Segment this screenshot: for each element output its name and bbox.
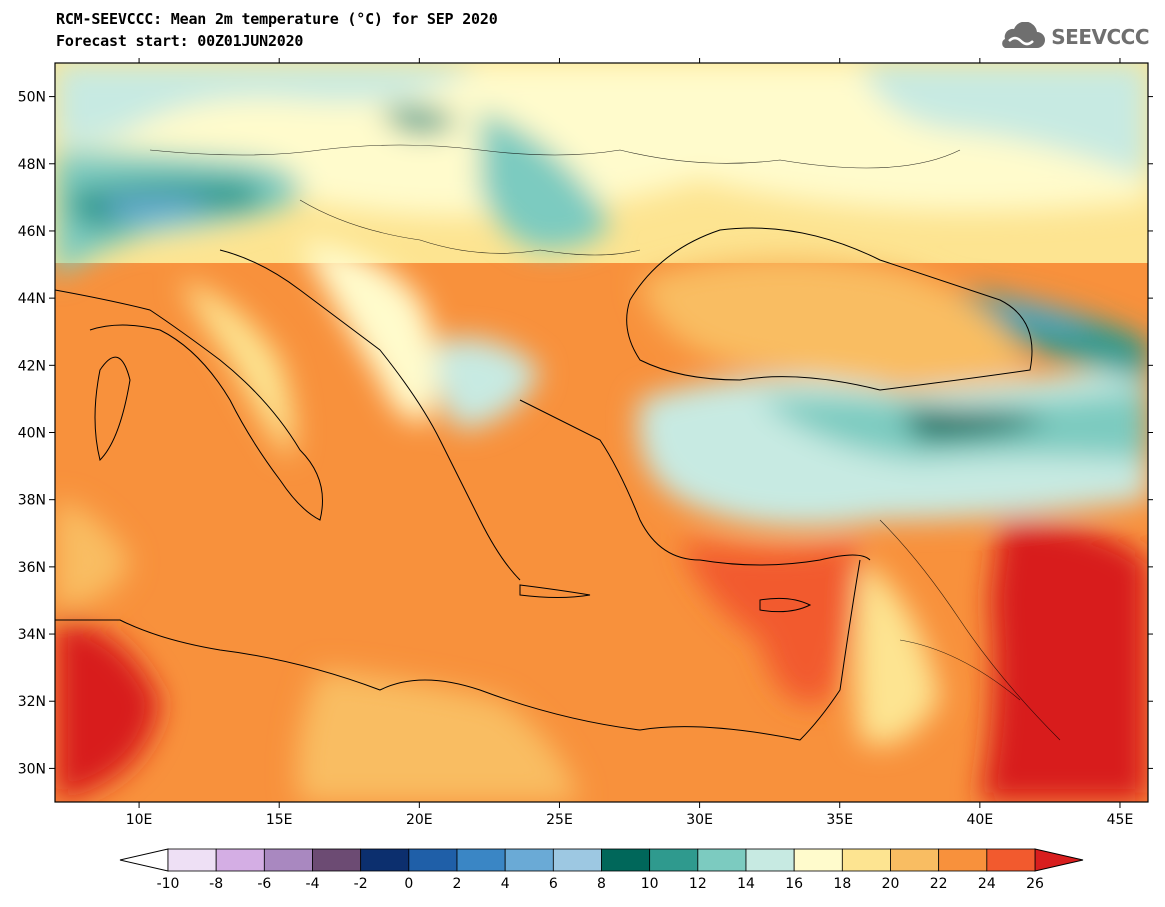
colorbar-label: 2 bbox=[453, 876, 462, 892]
colorbar-swatch bbox=[408, 848, 458, 872]
temperature-colorbar: -10 -8 -6 -4 -2 0 2 4 6 8 10 12 14 16 18 20 22 24 26 bbox=[119, 848, 1084, 892]
lon-tick-label: 10E bbox=[126, 812, 153, 828]
lat-tick-label: 48N bbox=[18, 157, 46, 173]
lon-tick-label: 45E bbox=[1107, 812, 1134, 828]
lat-tick-label: 50N bbox=[18, 90, 46, 106]
colorbar-label: 10 bbox=[641, 876, 659, 892]
lat-tick-label: 42N bbox=[18, 358, 46, 374]
colorbar-label: -10 bbox=[157, 876, 180, 892]
colorbar-swatch bbox=[745, 848, 795, 872]
colorbar-swatch bbox=[504, 848, 554, 872]
colorbar-label: 24 bbox=[978, 876, 996, 892]
colorbar-label: 20 bbox=[882, 876, 900, 892]
colorbar-under-arrow bbox=[119, 848, 169, 872]
lat-tick-label: 38N bbox=[18, 493, 46, 509]
logo-text: SEEVCCC bbox=[1051, 25, 1149, 49]
seevccc-logo: SEEVCCC bbox=[995, 20, 1149, 54]
country-borders bbox=[149, 144, 1061, 741]
colorbar-label: 0 bbox=[404, 876, 413, 892]
colorbar-swatch bbox=[263, 848, 313, 872]
colorbar-label: 12 bbox=[689, 876, 707, 892]
lat-tick-label: 34N bbox=[18, 627, 46, 643]
lon-tick-label: 25E bbox=[546, 812, 573, 828]
lon-tick-label: 20E bbox=[406, 812, 433, 828]
lat-tick-label: 30N bbox=[18, 761, 46, 777]
forecast-start-label: Forecast start: 00Z01JUN2020 bbox=[56, 32, 304, 50]
lat-tick-label: 36N bbox=[18, 560, 46, 576]
colorbar-swatch bbox=[890, 848, 940, 872]
colorbar-label: 22 bbox=[930, 876, 948, 892]
colorbar-over-arrow bbox=[1034, 848, 1084, 872]
colorbar-label: 14 bbox=[737, 876, 755, 892]
lat-tick-label: 40N bbox=[18, 426, 46, 442]
colorbar-swatch bbox=[697, 848, 747, 872]
colorbar-label: 8 bbox=[597, 876, 606, 892]
colorbar-swatch bbox=[649, 848, 699, 872]
colorbar-label: 18 bbox=[833, 876, 851, 892]
colorbar-label: -2 bbox=[354, 876, 368, 892]
colorbar-swatch bbox=[215, 848, 265, 872]
colorbar-label: 26 bbox=[1026, 876, 1044, 892]
colorbar-swatch bbox=[552, 848, 602, 872]
colorbar-label: -8 bbox=[209, 876, 223, 892]
lat-tick-label: 44N bbox=[18, 291, 46, 307]
cloud-icon bbox=[1002, 22, 1046, 48]
colorbar-label: 6 bbox=[549, 876, 558, 892]
colorbar-label: -6 bbox=[257, 876, 271, 892]
colorbar-label: 16 bbox=[785, 876, 803, 892]
colorbar-swatch bbox=[986, 848, 1036, 872]
colorbar-swatch bbox=[793, 848, 843, 872]
lat-tick-label: 32N bbox=[18, 694, 46, 710]
colorbar-swatch bbox=[312, 848, 362, 872]
colorbar-label: 4 bbox=[501, 876, 510, 892]
lon-tick-label: 35E bbox=[826, 812, 853, 828]
temperature-field bbox=[55, 63, 1148, 802]
colorbar-swatch bbox=[360, 848, 410, 872]
colorbar-swatch bbox=[841, 848, 891, 872]
colorbar-swatch bbox=[456, 848, 506, 872]
colorbar-swatch bbox=[167, 848, 217, 872]
colorbar-swatch bbox=[938, 848, 988, 872]
map-title: RCM-SEEVCCC: Mean 2m temperature (°C) fo… bbox=[56, 10, 498, 28]
colorbar-label: -4 bbox=[306, 876, 320, 892]
lon-tick-label: 15E bbox=[266, 812, 293, 828]
colorbar-swatch bbox=[601, 848, 651, 872]
coastlines bbox=[55, 227, 1033, 741]
lon-tick-label: 30E bbox=[686, 812, 713, 828]
lat-tick-label: 46N bbox=[18, 224, 46, 240]
map-axes: 50N 48N 46N 44N 42N 40N 38N 36N 34N 32N 30N 10E 15E 2… bbox=[18, 58, 1153, 828]
lon-tick-label: 40E bbox=[967, 812, 994, 828]
